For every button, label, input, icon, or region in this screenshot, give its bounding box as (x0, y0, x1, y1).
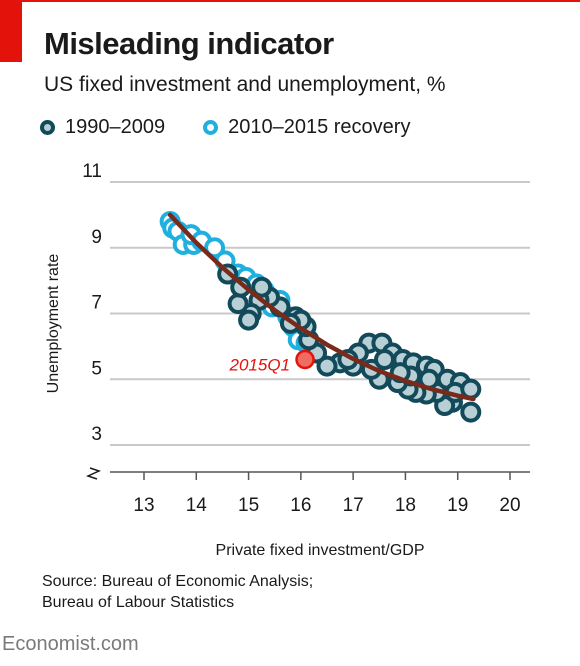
trend-line (167, 212, 476, 402)
chart-subtitle: US fixed investment and unemployment, % (44, 73, 446, 96)
x-tick-label-14: 14 (186, 495, 208, 516)
axis-break-zigzag (85, 467, 102, 480)
series-2010-2015-point-7 (204, 237, 226, 259)
x-tick-label-20: 20 (499, 495, 520, 516)
legend-marker-1990-2009 (40, 119, 55, 135)
x-axis-label: Private fixed investment/GDP (216, 542, 425, 559)
annotation-label-0: 2015Q1 (229, 356, 291, 375)
legend-item-2010-2015: 2010–2015 recovery (203, 116, 410, 139)
highlight-point-0 (295, 349, 315, 370)
axis-break-mark (85, 467, 102, 480)
series-1990-2009-point-12 (316, 355, 338, 377)
series-1990-2009-point-22 (227, 293, 249, 315)
series-1990-2009-point-24 (230, 276, 252, 298)
y-tick-label-5: 5 (91, 358, 102, 379)
series-1990-2009-point-0 (460, 401, 482, 423)
x-tick-label-13: 13 (133, 495, 154, 516)
source-line-1: Source: Bureau of Economic Analysis; (42, 573, 314, 590)
y-tick-label-9: 9 (91, 227, 102, 248)
x-tick-label-15: 15 (238, 495, 259, 516)
x-tick-label-16: 16 (290, 495, 311, 516)
source-line-2: Bureau of Labour Statistics (42, 594, 235, 611)
series-1990-2009-point-21 (238, 309, 260, 331)
trend-line-path (167, 212, 476, 402)
annotations: 2015Q1 (229, 349, 315, 375)
x-tick-labels: 13 14 15 16 17 18 19 20 (133, 495, 520, 516)
y-axis-label: Unemployment rate (45, 254, 62, 394)
y-tick-labels: 3 5 7 9 11 (82, 161, 102, 445)
y-tick-label-7: 7 (91, 293, 102, 314)
top-rule (22, 0, 580, 2)
brand-logo-text: Economist.com (2, 633, 139, 655)
legend-item-1990-2009: 1990–2009 (40, 116, 165, 139)
brand-accent-bar (0, 0, 22, 62)
source-note: Source: Bureau of Economic Analysis; Bur… (42, 571, 313, 613)
y-tick-label-11: 11 (82, 161, 102, 182)
scatter-chart: 3 5 7 9 11 13 14 15 16 17 18 19 20 2015Q1 Unemploym… (45, 161, 530, 559)
legend: 1990–2009 2010–2015 recovery (40, 112, 448, 142)
legend-label-2010-2015: 2010–2015 recovery (228, 115, 411, 138)
legend-label-1990-2009: 1990–2009 (65, 115, 166, 138)
legend-marker-2010-2015 (203, 119, 219, 135)
series-1990-2009-point-25 (251, 276, 273, 298)
x-tick-label-17: 17 (343, 495, 364, 516)
x-tick-label-18: 18 (395, 495, 416, 516)
y-tick-label-3: 3 (91, 424, 102, 445)
series-1990-2009-point-29 (374, 349, 396, 371)
chart-title: Misleading indicator (44, 26, 334, 61)
x-tick-label-19: 19 (447, 495, 468, 516)
